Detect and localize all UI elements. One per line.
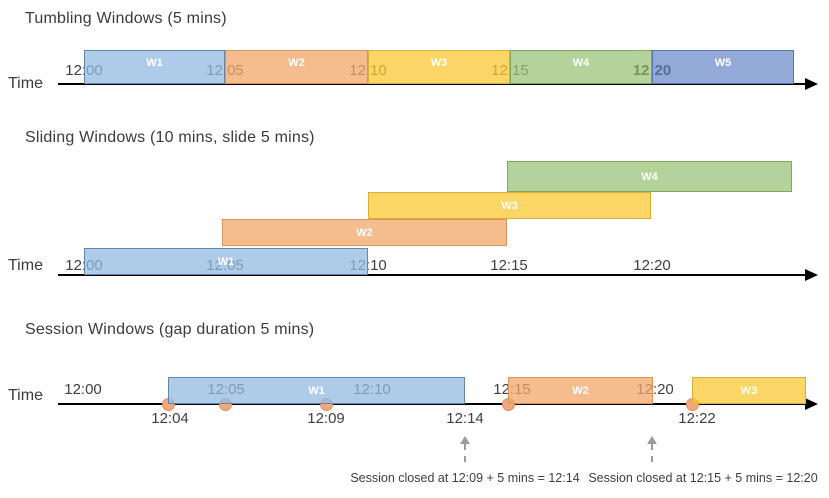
axis-time-label: 12:00 [64, 381, 102, 398]
window-w4: W4 [507, 161, 792, 192]
arrow-up-head-icon [460, 436, 470, 444]
timeline-arrow-icon [805, 78, 818, 90]
arrow-dashed-shaft [651, 444, 653, 462]
timeline-line [58, 274, 805, 276]
timeline-arrow-icon [805, 269, 818, 281]
window-label: W4 [641, 170, 658, 183]
event-time-label: 12:09 [307, 410, 345, 427]
window-w3: W3 [692, 377, 806, 404]
time-axis-label: Time [8, 75, 43, 92]
window-label: W1 [217, 255, 235, 268]
window-label: W3 [740, 384, 758, 397]
session-close-annotation: Session closed at 12:09 + 5 mins = 12:14 [350, 471, 580, 485]
window-w2: W2 [225, 50, 368, 84]
window-label: W5 [714, 57, 732, 69]
window-w1: W1 [168, 377, 465, 404]
tumbling-windows-title: Tumbling Windows (5 mins) [25, 10, 227, 27]
window-w2: W2 [222, 219, 507, 246]
window-w2: W2 [508, 377, 653, 404]
arrow-dashed-shaft [464, 444, 466, 462]
session-windows-title: Session Windows (gap duration 5 mins) [25, 321, 315, 338]
window-w1: W1 [84, 248, 368, 275]
event-time-label: 12:14 [446, 410, 484, 427]
window-label: W2 [356, 226, 373, 239]
sliding-windows-title: Sliding Windows (10 mins, slide 5 mins) [25, 129, 315, 146]
window-label: W1 [308, 384, 325, 397]
window-label: W1 [146, 57, 163, 69]
window-w3: W3 [368, 192, 651, 219]
event-time-label: 12:22 [678, 410, 716, 427]
timeline-line [58, 403, 805, 405]
window-w3: W3 [368, 50, 510, 84]
window-label: W4 [572, 57, 590, 69]
time-axis-label: Time [8, 387, 43, 404]
arrow-up-head-icon [647, 436, 657, 444]
window-w4: W4 [510, 50, 652, 84]
window-label: W3 [501, 199, 518, 212]
window-w5: W5 [652, 50, 794, 84]
window-w1: W1 [84, 50, 225, 84]
timeline-line [58, 83, 805, 85]
window-label: W2 [572, 384, 589, 397]
session-close-arrow-icon [647, 436, 657, 462]
timeline-arrow-icon [805, 398, 818, 410]
session-close-annotation: Session closed at 12:15 + 5 mins = 12:20 [588, 471, 818, 485]
window-label: W2 [288, 57, 305, 69]
session-close-arrow-icon [460, 436, 470, 462]
axis-time-label: 12:20 [633, 257, 671, 274]
time-axis-label: Time [8, 257, 43, 274]
axis-time-label: 12:15 [490, 257, 528, 274]
window-label: W3 [430, 57, 448, 69]
event-time-label: 12:04 [151, 410, 189, 427]
